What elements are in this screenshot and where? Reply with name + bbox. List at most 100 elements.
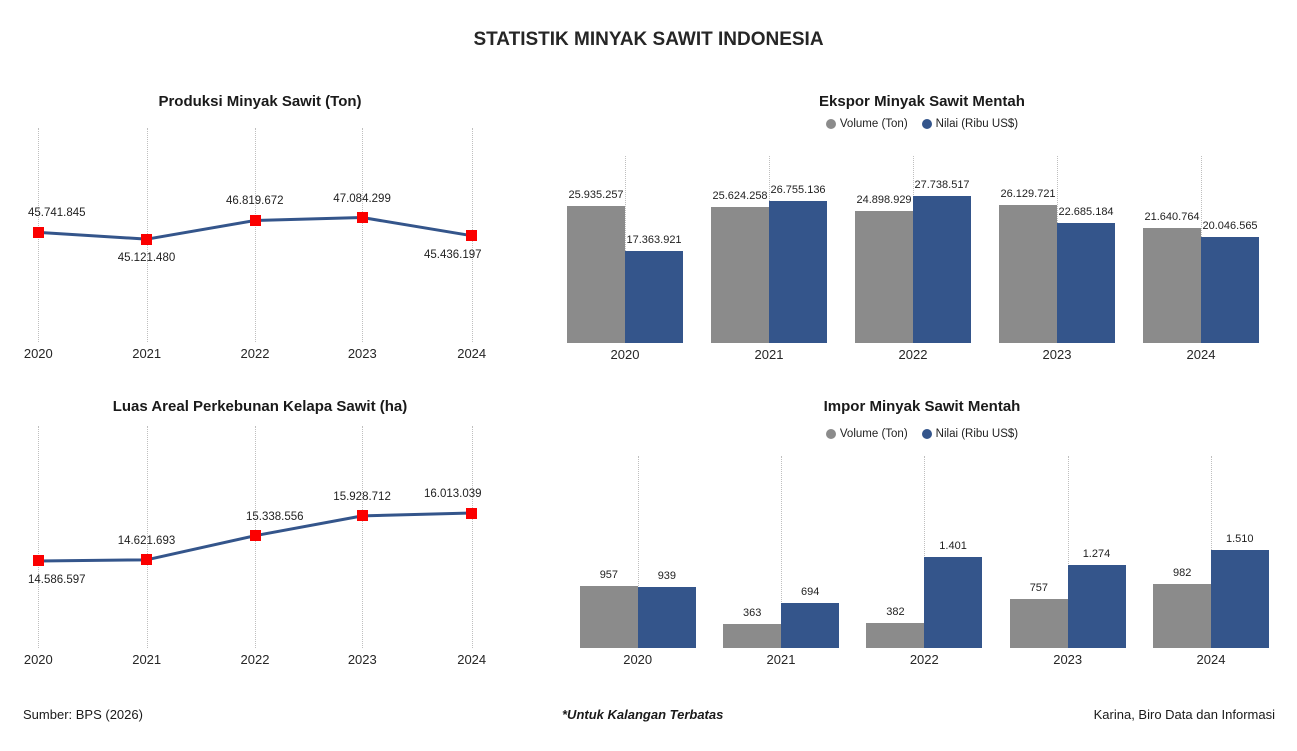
bar-data-label: 757: [1029, 581, 1049, 594]
x-axis-label: 2021: [766, 652, 796, 667]
gridline: [625, 156, 626, 343]
chart-ekspor-minyak-sawit: Ekspor Minyak Sawit Mentah Volume (Ton) N…: [560, 88, 1284, 373]
bar-volume: [1143, 228, 1201, 343]
data-label: 46.819.672: [226, 195, 284, 208]
bar-volume: [866, 623, 925, 648]
gridline: [637, 456, 639, 648]
chart-title: Impor Minyak Sawit Mentah: [823, 398, 1021, 415]
chart-impor-minyak-sawit: Impor Minyak Sawit Mentah Volume (Ton) Ni…: [560, 390, 1284, 675]
legend-label: Nilai (Ribu US$): [935, 118, 1019, 130]
data-label: 15.928.712: [333, 490, 391, 503]
legend-label: Nilai (Ribu US$): [935, 428, 1019, 440]
legend-item: Nilai (Ribu US$): [921, 118, 1019, 130]
bar-data-label: 25.624.258: [712, 190, 768, 203]
gridline: [781, 456, 782, 648]
x-axis-label: 2022: [898, 347, 928, 362]
x-axis-label: 2021: [132, 346, 162, 361]
data-point-marker: [32, 226, 44, 238]
x-axis-label: 2024: [1196, 652, 1226, 667]
data-label: 14.586.597: [28, 573, 86, 586]
bar-nilai: [1057, 222, 1115, 343]
bar-data-label: 17.363.921: [626, 233, 682, 246]
x-axis-label: 2022: [909, 652, 939, 667]
data-label: 45.741.845: [28, 207, 86, 220]
author-credit: Karina, Biro Data dan Informasi: [1093, 707, 1275, 722]
data-label: 47.084.299: [333, 192, 391, 205]
bar-nilai: [625, 250, 683, 343]
x-axis-label: 2021: [754, 347, 784, 362]
chart-legend: Volume (Ton) Nilai (Ribu US$): [560, 118, 1284, 130]
legend-item: Nilai (Ribu US$): [921, 428, 1019, 440]
data-label: 16.013.039: [424, 488, 482, 501]
x-axis-label: 2023: [347, 346, 377, 361]
data-label: 45.121.480: [117, 252, 176, 265]
bar-nilai: [1067, 565, 1126, 648]
bar-volume: [567, 205, 625, 343]
legend-swatch-icon: [825, 429, 836, 439]
chart-produksi-minyak-sawit: Produksi Minyak Sawit (Ton) 45.741.845 20…: [20, 88, 500, 373]
data-point-marker: [356, 510, 368, 522]
chart-luas-areal-perkebunan: Luas Areal Perkebunan Kelapa Sawit (ha) …: [20, 390, 500, 675]
source-note: Sumber: BPS (2026): [23, 707, 143, 722]
x-axis-label: 2023: [1042, 347, 1072, 362]
plot-area: 25.935.257 25.624.258 24.898.929 26.129.721…: [560, 88, 1284, 373]
page-title: STATISTIK MINYAK SAWIT INDONESIA: [473, 29, 824, 50]
bar-volume: [999, 204, 1057, 343]
bar-data-label: 1.274: [1082, 548, 1111, 561]
bar-nilai: [1211, 550, 1269, 648]
data-point-marker: [141, 554, 153, 566]
chart-legend: Volume (Ton) Nilai (Ribu US$): [560, 428, 1284, 440]
gridline: [471, 426, 473, 648]
bar-data-label: 382: [886, 606, 905, 619]
bar-data-label: 22.685.184: [1058, 205, 1114, 218]
bar-data-label: 982: [1173, 567, 1192, 580]
data-point-marker: [141, 233, 153, 245]
bar-volume: [711, 207, 769, 343]
bar-data-label: 20.046.565: [1202, 219, 1258, 232]
data-point-marker: [466, 507, 478, 519]
data-point-marker: [466, 230, 478, 242]
gridline: [362, 128, 364, 342]
gridline: [38, 426, 40, 648]
gridline: [146, 426, 148, 648]
data-point-marker: [356, 212, 368, 224]
confidential-note: *Untuk Kalangan Terbatas: [562, 707, 724, 722]
bar-data-label: 363: [743, 607, 762, 620]
bar-volume: [723, 624, 781, 648]
bar-nilai: [924, 557, 983, 648]
bar-data-label: 26.129.721: [1000, 187, 1056, 200]
x-axis-label: 2020: [623, 652, 653, 667]
x-axis-label: 2024: [457, 346, 487, 361]
bar-nilai: [781, 602, 839, 648]
data-point-marker: [249, 530, 261, 542]
plot-area: 45.741.845 2020 45.121.480 2021 46.819.672 20…: [20, 88, 500, 373]
bar-nilai: [769, 201, 827, 343]
x-axis-label: 2021: [132, 652, 162, 667]
legend-swatch-icon: [825, 119, 836, 129]
x-axis-label: 2022: [240, 346, 270, 361]
legend-swatch-icon: [921, 429, 932, 439]
data-point-marker: [249, 214, 261, 226]
legend-swatch-icon: [921, 119, 932, 129]
bar-data-label: 957: [599, 568, 619, 581]
bar-data-label: 694: [801, 585, 820, 598]
data-label: 14.621.693: [117, 534, 176, 547]
bar-nilai: [1201, 236, 1259, 343]
bar-nilai: [913, 196, 971, 343]
data-label: 15.338.556: [246, 510, 304, 523]
bar-volume: [579, 585, 638, 648]
gridline: [924, 456, 926, 648]
x-axis-label: 2023: [347, 652, 377, 667]
bar-nilai: [637, 587, 696, 648]
gridline: [1067, 456, 1069, 648]
bar-data-label: 24.898.929: [856, 194, 912, 207]
data-point-marker: [32, 555, 44, 567]
x-axis-label: 2022: [240, 652, 270, 667]
bar-data-label: 25.935.257: [568, 188, 624, 201]
x-axis-label: 2024: [457, 652, 487, 667]
legend-label: Volume (Ton): [839, 118, 908, 130]
bar-data-label: 27.738.517: [914, 179, 970, 191]
legend-item: Volume (Ton): [825, 118, 908, 130]
data-label: 45.436.197: [424, 248, 482, 261]
